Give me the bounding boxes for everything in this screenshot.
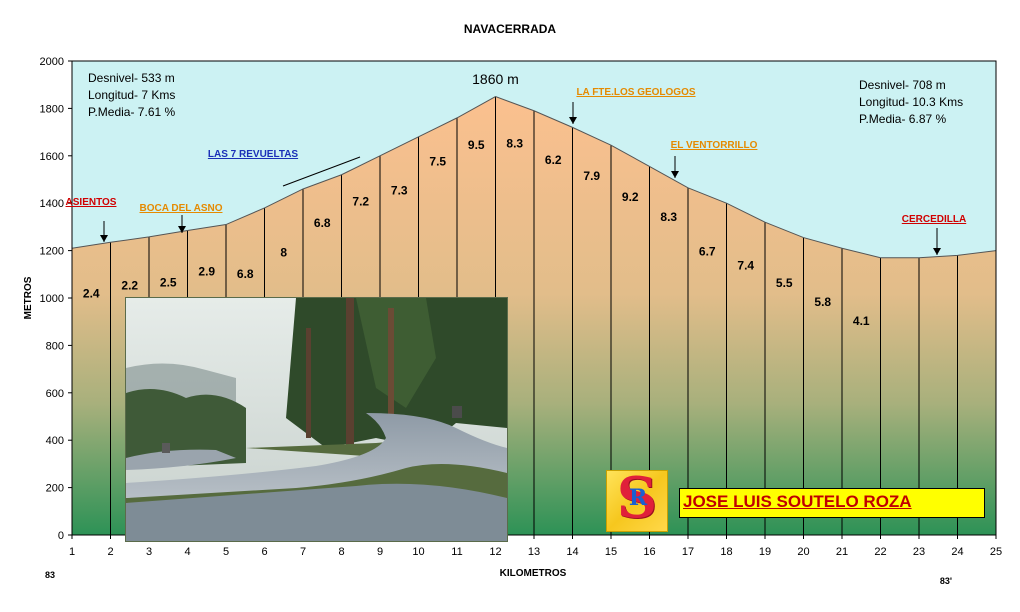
- left-stat: Longitud- 7 Kms: [88, 88, 175, 102]
- gradient-label: 7.4: [737, 259, 754, 273]
- gradient-label: 9.2: [622, 190, 639, 204]
- gradient-label: 2.5: [160, 276, 177, 290]
- gradient-label: 7.9: [583, 169, 600, 183]
- x-tick-label: 13: [528, 546, 540, 558]
- right-stat: P.Media- 6.87 %: [859, 112, 946, 126]
- gradient-label: 8.3: [660, 210, 677, 224]
- gradient-label: 7.3: [391, 183, 408, 197]
- y-tick-label: 600: [46, 388, 64, 400]
- place-pointer-las-7-revueltas: [282, 156, 361, 187]
- x-tick-label: 10: [412, 546, 424, 558]
- gradient-label: 5.8: [814, 295, 831, 309]
- place-arrowhead-cercedilla: [933, 248, 941, 255]
- gradient-label: 8: [280, 245, 287, 259]
- road-number-right: 83': [940, 576, 952, 586]
- x-tick-label: 7: [300, 546, 306, 558]
- x-tick-label: 15: [605, 546, 617, 558]
- y-tick-label: 800: [46, 340, 64, 352]
- place-arrowhead-la-fte-los-geologos: [569, 117, 577, 124]
- y-tick-label: 0: [58, 530, 64, 542]
- place-arrowhead-el-ventorrillo: [671, 171, 679, 178]
- left-stat: P.Media- 7.61 %: [88, 105, 175, 119]
- road-number-left: 83: [45, 570, 55, 580]
- y-axis-label: METROS: [23, 276, 34, 319]
- chart-title: NAVACERRADA: [464, 22, 557, 36]
- gradient-label: 6.8: [314, 216, 331, 230]
- y-tick-label: 1000: [40, 293, 64, 305]
- y-tick-label: 1800: [40, 103, 64, 115]
- x-tick-label: 22: [874, 546, 886, 558]
- y-tick-label: 1400: [40, 198, 64, 210]
- x-tick-label: 16: [643, 546, 655, 558]
- place-arrowhead-boca-del-asno: [178, 226, 186, 233]
- gradient-label: 5.5: [776, 276, 793, 290]
- gradient-label: 2.9: [198, 264, 215, 278]
- author-banner: JOSE LUIS SOUTELO ROZA: [679, 488, 985, 518]
- place-arrowhead-asientos: [100, 235, 108, 242]
- place-label-las-7-revueltas: LAS 7 REVUELTAS: [208, 149, 299, 160]
- x-tick-label: 18: [720, 546, 732, 558]
- y-tick-label: 2000: [40, 56, 64, 68]
- x-tick-label: 8: [338, 546, 344, 558]
- gradient-label: 8.3: [506, 137, 523, 151]
- gradient-label: 2.4: [83, 286, 100, 300]
- x-tick-label: 11: [451, 546, 462, 558]
- gradient-label: 6.8: [237, 267, 254, 281]
- gradient-label: 7.2: [352, 194, 369, 208]
- y-tick-label: 200: [46, 483, 64, 495]
- x-tick-label: 3: [146, 546, 152, 558]
- gradient-label: 2.2: [121, 279, 138, 293]
- x-tick-label: 17: [682, 546, 694, 558]
- place-label-cercedilla: CERCEDILLA: [902, 214, 966, 225]
- x-tick-label: 25: [990, 546, 1002, 558]
- y-tick-label: 1600: [40, 151, 64, 163]
- gradient-label: 9.5: [468, 138, 485, 152]
- author-logo: S R: [606, 465, 668, 532]
- logo-letter-r: R: [628, 485, 648, 511]
- x-tick-label: 6: [261, 546, 267, 558]
- x-tick-label: 9: [377, 546, 383, 558]
- profile-line: [71, 96, 997, 259]
- gradient-label: 4.1: [853, 314, 870, 328]
- gradient-label: 6.7: [699, 244, 716, 258]
- gradient-label: 7.5: [429, 154, 446, 168]
- peak-label: 1860 m: [472, 71, 519, 87]
- logo-letter-s: S: [616, 465, 658, 531]
- x-axis-label: KILOMETROS: [500, 568, 567, 579]
- y-tick-label: 1200: [40, 246, 64, 258]
- x-tick-label: 2: [107, 546, 113, 558]
- x-tick-label: 20: [797, 546, 809, 558]
- x-tick-label: 19: [759, 546, 771, 558]
- right-stat: Longitud- 10.3 Kms: [859, 95, 963, 109]
- x-tick-label: 1: [69, 546, 75, 558]
- x-tick-label: 24: [951, 546, 963, 558]
- x-tick-label: 23: [913, 546, 925, 558]
- x-tick-label: 14: [566, 546, 578, 558]
- x-tick-label: 21: [836, 546, 848, 558]
- x-tick-label: 12: [489, 546, 501, 558]
- x-tick-label: 4: [184, 546, 190, 558]
- place-label-boca-del-asno: BOCA DEL ASNO: [140, 203, 223, 214]
- right-stat: Desnivel- 708 m: [859, 78, 946, 92]
- y-tick-label: 400: [46, 435, 64, 447]
- gradient-label: 6.2: [545, 153, 562, 167]
- left-stat: Desnivel- 533 m: [88, 71, 175, 85]
- road-photo: [125, 297, 508, 542]
- place-label-asientos: ASIENTOS: [66, 197, 117, 208]
- place-label-el-ventorrillo: EL VENTORRILLO: [671, 140, 758, 151]
- place-label-la-fte-los-geologos: LA FTE.LOS GEOLOGOS: [576, 87, 695, 98]
- x-tick-label: 5: [223, 546, 229, 558]
